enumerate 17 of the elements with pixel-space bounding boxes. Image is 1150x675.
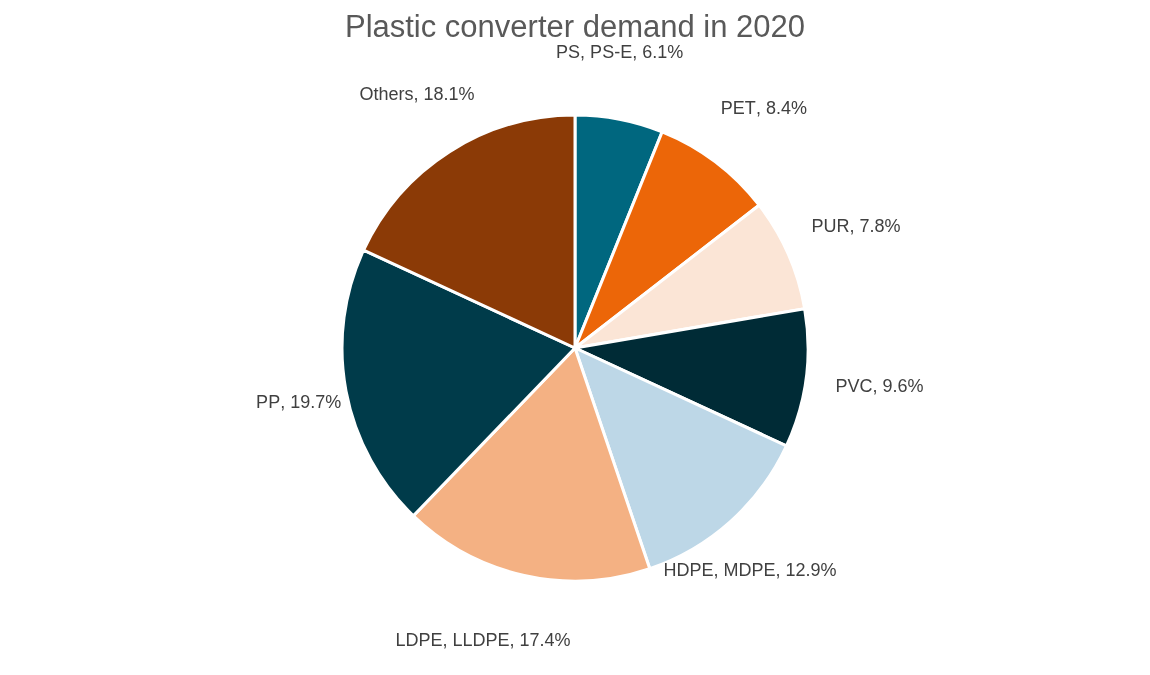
data-label: , 19.7% xyxy=(280,392,342,413)
slice-label: PET xyxy=(720,97,756,118)
slice-label: LDPE, LLDPE xyxy=(395,629,510,650)
data-label: , 8.4% xyxy=(755,97,807,118)
slice-label: PUR xyxy=(811,216,850,237)
data-label: , 12.9% xyxy=(775,560,837,581)
chart-title: Plastic converter demand in 2020 xyxy=(344,9,806,45)
data-label: , 17.4% xyxy=(509,629,571,650)
slice-label: PS, PS-E xyxy=(556,42,633,63)
data-label: , 6.1% xyxy=(632,42,684,63)
data-label: , 9.6% xyxy=(872,376,924,397)
slice-label: HDPE, MDPE xyxy=(663,560,776,581)
slice-label: Others xyxy=(359,84,414,105)
data-label: , 18.1% xyxy=(413,84,475,105)
data-label: , 7.8% xyxy=(849,216,901,237)
slice-label: PVC xyxy=(835,376,873,397)
slice-label: PP xyxy=(256,392,281,413)
